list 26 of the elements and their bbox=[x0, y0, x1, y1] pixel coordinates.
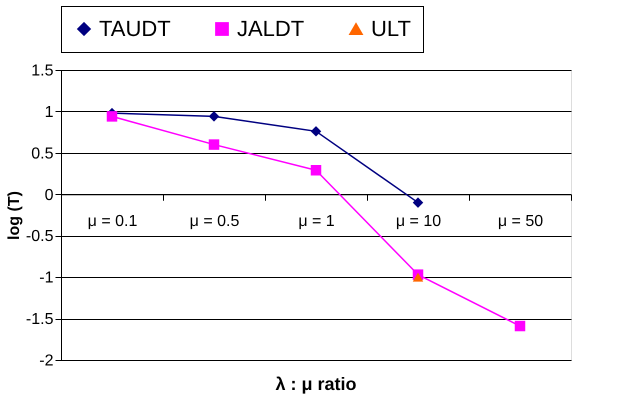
y-tick-label: 1.5 bbox=[31, 62, 54, 80]
y-tick-label: -0.5 bbox=[26, 228, 54, 246]
y-tick-label: -1.5 bbox=[26, 311, 54, 328]
x-tick-label: μ = 50 bbox=[498, 212, 544, 230]
legend-label: TAUDT bbox=[99, 16, 171, 41]
point bbox=[412, 272, 424, 282]
x-tick-label: μ = 1 bbox=[298, 212, 335, 230]
y-tick-label: 0 bbox=[44, 186, 54, 204]
legend-label: ULT bbox=[371, 16, 411, 41]
point bbox=[310, 165, 322, 176]
x-tick-label: μ = 10 bbox=[396, 212, 442, 230]
y-tick-label: -2 bbox=[39, 352, 54, 370]
y-tick-label: 0.5 bbox=[31, 145, 54, 162]
point bbox=[310, 126, 322, 137]
legend-label: JALDT bbox=[237, 16, 304, 41]
y-tick-label: 1 bbox=[44, 104, 54, 121]
x-tick-label: μ = 0.5 bbox=[190, 212, 240, 230]
point bbox=[106, 111, 118, 122]
point bbox=[412, 197, 424, 208]
x-axis-title: λ : μ ratio bbox=[275, 374, 357, 394]
point bbox=[208, 111, 220, 122]
y-axis-title: log (T) bbox=[6, 191, 23, 240]
x-tick-label: μ = 0.1 bbox=[88, 212, 138, 230]
point bbox=[208, 139, 220, 150]
point bbox=[514, 320, 526, 332]
y-tick-label: -1 bbox=[39, 270, 54, 287]
